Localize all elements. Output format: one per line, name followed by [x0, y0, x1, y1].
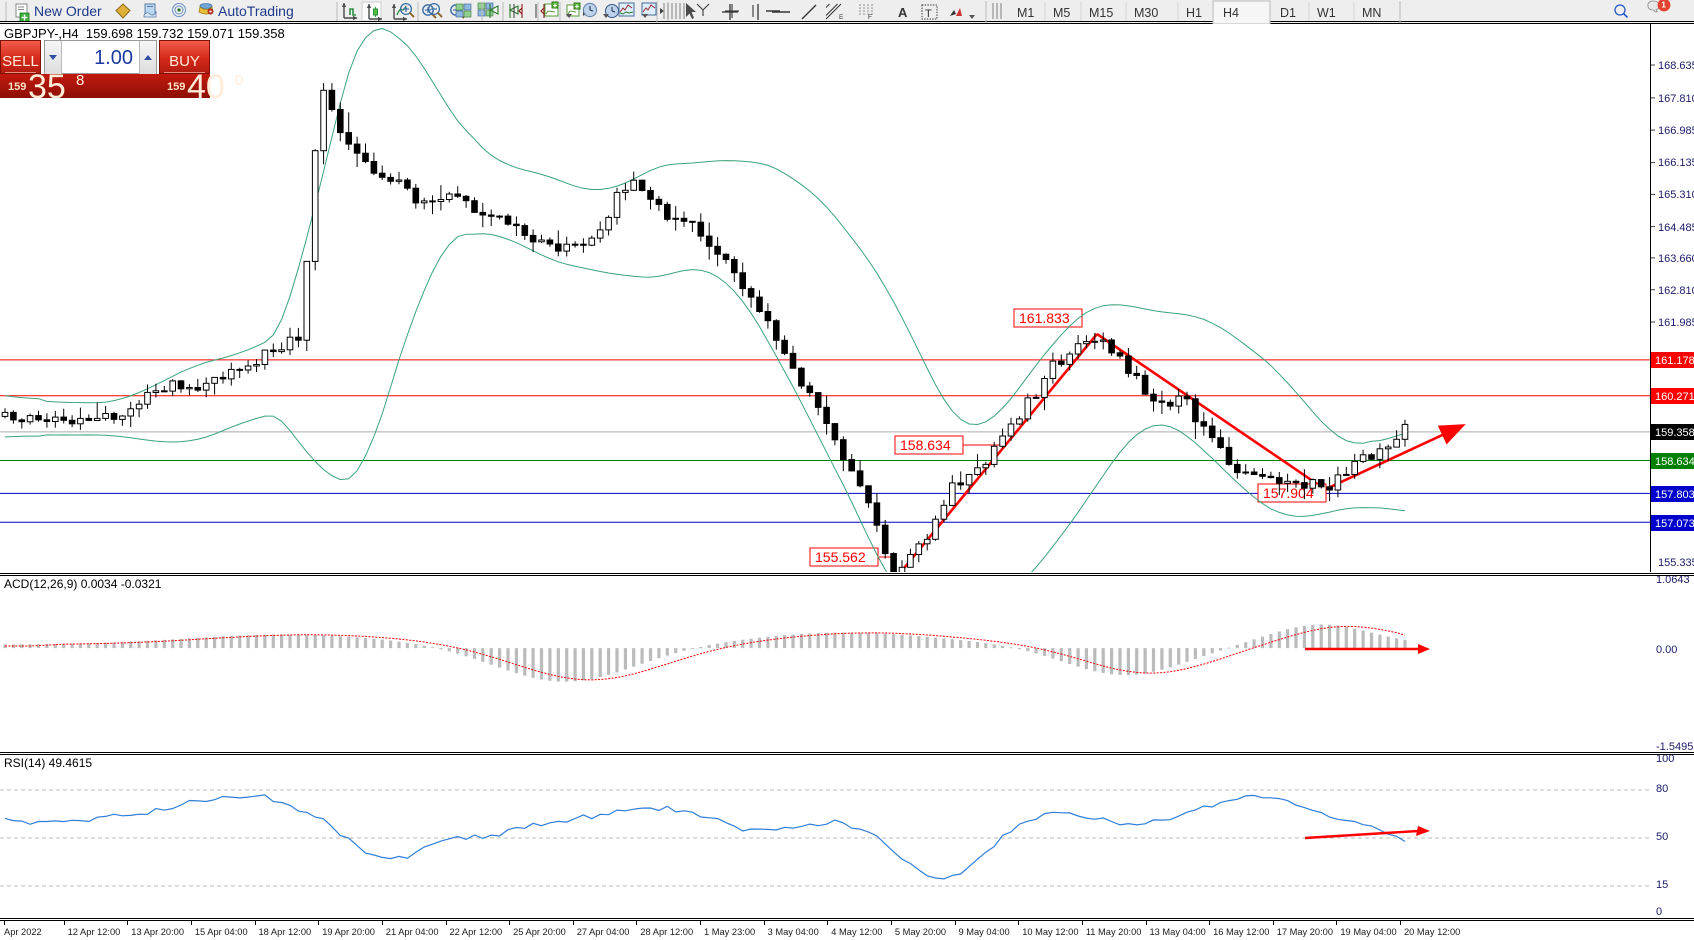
svg-text:155.562: 155.562	[815, 549, 866, 565]
svg-text:161.833: 161.833	[1019, 310, 1070, 326]
svg-text:168.635: 168.635	[1658, 60, 1694, 72]
svg-text:157.073: 157.073	[1655, 518, 1694, 530]
svg-text:164.485: 164.485	[1658, 222, 1694, 234]
svg-text:161.985: 161.985	[1658, 317, 1694, 329]
svg-text:162.810: 162.810	[1658, 285, 1694, 297]
svg-text:158.634: 158.634	[1655, 456, 1694, 468]
svg-text:166.985: 166.985	[1658, 125, 1694, 137]
svg-text:159.358: 159.358	[1655, 427, 1694, 439]
svg-text:158.634: 158.634	[900, 437, 951, 453]
svg-text:163.660: 163.660	[1658, 253, 1694, 265]
svg-text:161.178: 161.178	[1655, 355, 1694, 367]
svg-text:155.335: 155.335	[1658, 557, 1694, 569]
svg-text:157.803: 157.803	[1655, 489, 1694, 501]
svg-text:AutoTrading: AutoTrading	[218, 3, 294, 19]
svg-text:New Order: New Order	[34, 3, 102, 19]
svg-text:167.810: 167.810	[1658, 93, 1694, 105]
svg-text:165.310: 165.310	[1658, 189, 1694, 201]
svg-text:160.271: 160.271	[1655, 391, 1694, 403]
svg-text:166.135: 166.135	[1658, 157, 1694, 169]
